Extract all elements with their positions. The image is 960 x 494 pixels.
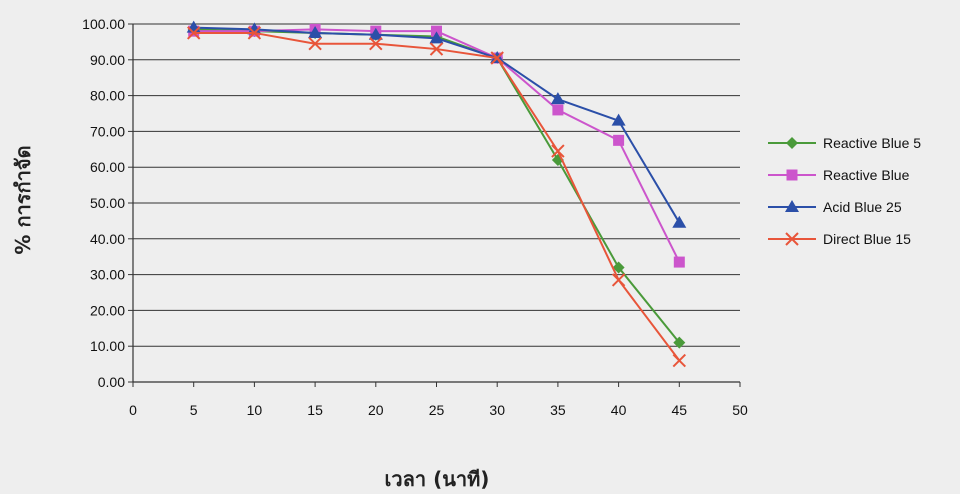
- data-point: [369, 36, 383, 51]
- data-point: [429, 42, 444, 56]
- data-point: [612, 261, 625, 274]
- y-tick-label: 70.00: [90, 123, 125, 139]
- data-point: [673, 336, 686, 349]
- marker-stroke: [785, 232, 799, 246]
- x-tick-label: 35: [550, 402, 566, 418]
- marker-stroke: [490, 51, 504, 65]
- legend: Reactive Blue 5 Reactive Blue Acid Blue 25…: [768, 135, 921, 247]
- data-point: [672, 215, 687, 228]
- x-tick-label: 50: [732, 402, 748, 418]
- marker-stroke: [369, 36, 383, 51]
- y-tick-label: 100.00: [82, 16, 125, 32]
- y-tick-label: 50.00: [90, 195, 125, 211]
- legend-item: Direct Blue 15: [768, 231, 911, 247]
- x-tick-label: 0: [129, 402, 137, 418]
- legend-label: Direct Blue 15: [823, 231, 911, 247]
- marker-stroke: [551, 144, 565, 158]
- legend-label: Reactive Blue: [823, 167, 910, 183]
- x-tick-label: 5: [190, 402, 198, 418]
- legend-item: Reactive Blue 5: [768, 135, 921, 151]
- data-point: [611, 273, 626, 287]
- marker-stroke: [247, 26, 262, 40]
- x-tick-label: 45: [672, 402, 688, 418]
- x-tick-label: 25: [429, 402, 445, 418]
- series-acid-blue-25: [186, 20, 687, 228]
- x-tick-labels: 0 5 10 15 20 25 30 35 40 45 50: [129, 402, 748, 418]
- data-point: [613, 134, 625, 146]
- legend-label: Acid Blue 25: [823, 199, 902, 215]
- y-axis-title: % การกำจัด: [11, 145, 35, 254]
- series-group: [186, 20, 687, 368]
- y-tick-label: 80.00: [90, 88, 125, 104]
- legend-marker: [785, 200, 799, 212]
- legend-marker: [785, 232, 799, 246]
- data-point: [673, 256, 685, 268]
- series-line: [193, 31, 681, 362]
- legend-marker: [786, 169, 798, 181]
- x-tick-label: 20: [368, 402, 384, 418]
- y-tick-label: 20.00: [90, 302, 125, 318]
- y-tick-label: 90.00: [90, 52, 125, 68]
- y-tick-label: 0.00: [98, 374, 125, 390]
- y-tick-label: 30.00: [90, 267, 125, 283]
- marker-stroke: [429, 42, 444, 56]
- grid-lines: [133, 23, 740, 383]
- data-point: [429, 31, 444, 44]
- marker-stroke: [611, 273, 626, 287]
- data-point: [368, 27, 383, 40]
- data-point: [247, 22, 262, 35]
- legend-label: Reactive Blue 5: [823, 135, 921, 151]
- marker-stroke: [186, 26, 201, 40]
- series-reactive-blue: [188, 23, 685, 268]
- y-tick-label: 10.00: [90, 338, 125, 354]
- marker-stroke: [308, 36, 322, 51]
- x-tick-label: 40: [611, 402, 627, 418]
- data-point: [672, 353, 687, 368]
- data-point: [490, 51, 504, 65]
- series-reactive-blue-5: [187, 23, 686, 349]
- series-direct-blue-15: [186, 26, 687, 368]
- legend-item: Reactive Blue: [768, 167, 910, 183]
- data-point: [551, 144, 565, 158]
- data-point: [550, 92, 565, 105]
- marker-stroke: [672, 353, 687, 368]
- x-tick-label: 15: [307, 402, 323, 418]
- x-tick-label: 30: [489, 402, 505, 418]
- x-tick-label: 10: [247, 402, 263, 418]
- x-axis-title: เวลา (นาที): [385, 467, 490, 491]
- series-line: [193, 26, 681, 224]
- data-point: [308, 36, 322, 51]
- axes: [128, 23, 741, 387]
- y-tick-label: 40.00: [90, 231, 125, 247]
- data-point: [247, 26, 262, 40]
- y-tick-label: 60.00: [90, 159, 125, 175]
- legend-item: Acid Blue 25: [768, 199, 902, 215]
- data-point: [611, 113, 626, 126]
- data-point: [552, 104, 564, 116]
- data-point: [431, 25, 442, 37]
- data-point: [186, 26, 201, 40]
- series-line: [193, 28, 681, 263]
- y-tick-labels: 0.00 10.00 20.00 30.00 40.00 50.00 60.00 70.00 8…: [82, 16, 125, 390]
- legend-marker: [786, 137, 798, 149]
- series-line: [193, 28, 681, 344]
- data-point: [308, 25, 323, 38]
